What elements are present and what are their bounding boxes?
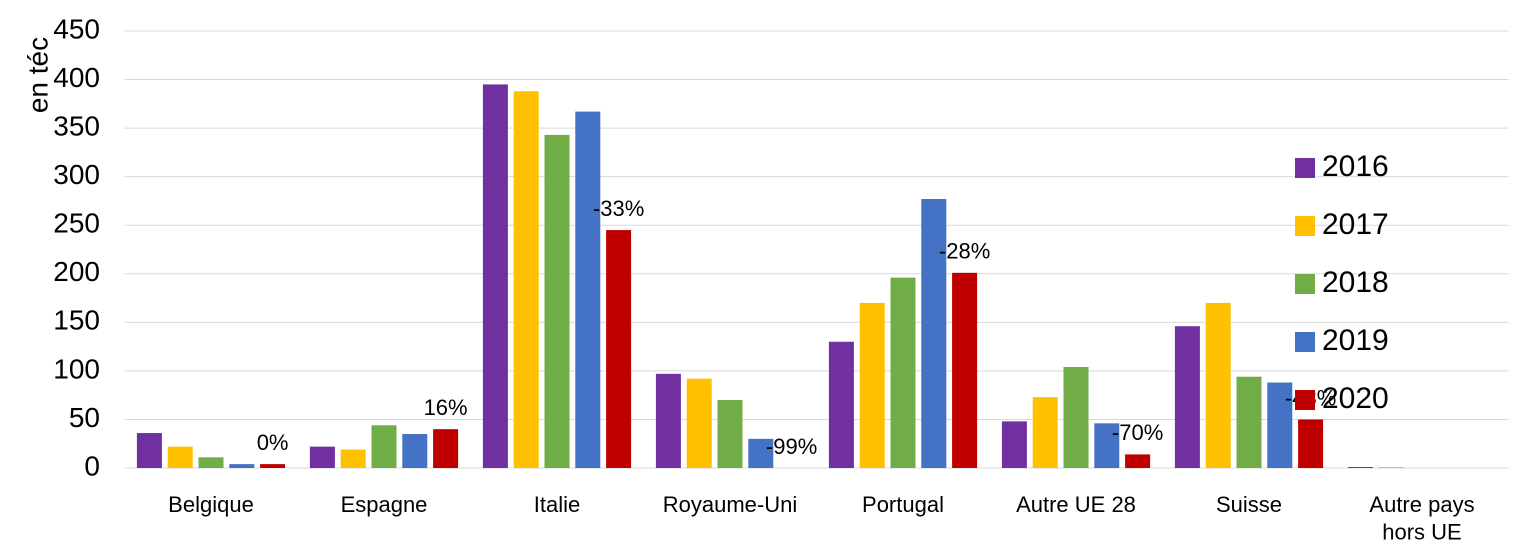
x-tick-label: Royaume-Uni xyxy=(663,492,798,517)
bar xyxy=(1236,376,1262,468)
bar xyxy=(544,134,570,469)
bar xyxy=(717,400,743,468)
bar xyxy=(748,438,774,468)
y-tick-label: 150 xyxy=(53,305,100,336)
legend-swatch xyxy=(1295,390,1315,410)
annotation: -33% xyxy=(593,196,644,221)
bar xyxy=(136,433,162,468)
bar xyxy=(340,449,366,468)
y-tick-label: 350 xyxy=(53,111,100,142)
x-tick-label: Italie xyxy=(534,492,580,517)
y-tick-label: 300 xyxy=(53,159,100,190)
annotation: 0% xyxy=(257,430,289,455)
bar xyxy=(1063,367,1089,468)
bar xyxy=(433,429,459,468)
bar xyxy=(1094,423,1120,468)
legend-label: 2017 xyxy=(1322,208,1389,241)
bar xyxy=(309,446,335,468)
bar xyxy=(1125,454,1151,468)
y-tick-label: 450 xyxy=(53,13,100,44)
bar xyxy=(229,464,255,468)
bar xyxy=(575,111,601,468)
legend-swatch xyxy=(1295,216,1315,236)
x-tick-label: Suisse xyxy=(1216,492,1282,517)
legend-label: 2020 xyxy=(1322,382,1389,415)
legend-swatch xyxy=(1295,158,1315,178)
x-tick-label: Belgique xyxy=(168,492,254,517)
annotation: -70% xyxy=(1112,420,1163,445)
x-tick-label: Autre pays hors UE xyxy=(1369,492,1474,545)
bar xyxy=(1174,326,1200,468)
bar xyxy=(1032,397,1058,468)
bar xyxy=(482,84,508,469)
bar xyxy=(1298,419,1324,468)
y-tick-label: 250 xyxy=(53,208,100,239)
y-tick-label: 50 xyxy=(69,402,100,433)
legend-label: 2016 xyxy=(1322,150,1389,183)
bar xyxy=(167,446,193,468)
x-tick-label: Autre UE 28 xyxy=(1016,492,1136,517)
legend-swatch xyxy=(1295,332,1315,352)
y-tick-label: 200 xyxy=(53,256,100,287)
bar xyxy=(1267,382,1293,468)
bar xyxy=(606,230,632,468)
y-tick-label: 400 xyxy=(53,62,100,93)
bar xyxy=(1001,421,1027,468)
y-tick-label: 0 xyxy=(84,450,100,481)
legend-label: 2019 xyxy=(1322,324,1389,357)
y-axis-label: en téc xyxy=(22,37,53,113)
bar xyxy=(260,464,286,468)
annotation: -99% xyxy=(766,434,817,459)
bar xyxy=(952,272,978,468)
bar xyxy=(859,302,885,468)
annotation: 16% xyxy=(424,395,468,420)
legend-label: 2018 xyxy=(1322,266,1389,299)
y-tick-label: 100 xyxy=(53,353,100,384)
annotation: -28% xyxy=(939,239,990,264)
bar xyxy=(1378,467,1404,468)
bar xyxy=(402,434,428,468)
bar xyxy=(198,457,224,468)
bar xyxy=(686,378,712,468)
bar xyxy=(828,341,854,468)
legend-swatch xyxy=(1295,274,1315,294)
bar xyxy=(655,373,681,468)
bar xyxy=(513,91,539,468)
x-tick-label: Portugal xyxy=(862,492,944,517)
bar xyxy=(371,425,397,468)
bar xyxy=(890,277,916,468)
bar xyxy=(1205,302,1231,468)
bar xyxy=(1347,467,1373,468)
bar xyxy=(921,199,947,468)
x-tick-label: Espagne xyxy=(341,492,428,517)
